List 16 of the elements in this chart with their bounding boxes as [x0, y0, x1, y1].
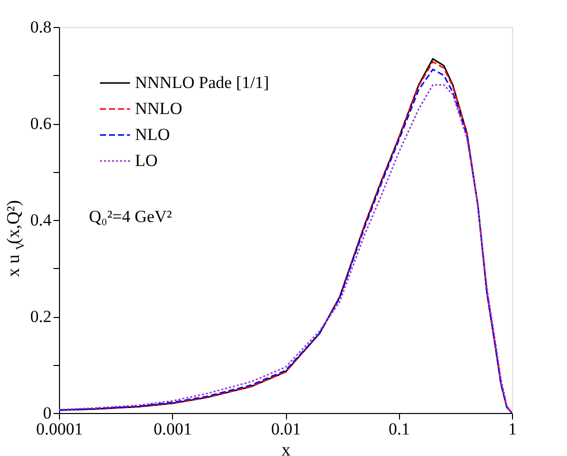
- y-tick-label: 0.2: [30, 307, 52, 326]
- x-tick-label: 1: [508, 420, 517, 438]
- legend-label: NNLO: [135, 99, 182, 118]
- x-tick-label: 0.001: [154, 420, 192, 438]
- legend-label: LO: [135, 151, 158, 170]
- x-axis-title: x: [282, 440, 290, 456]
- y-tick-label: 0.8: [30, 18, 52, 36]
- annotation: Q₀²=4 GeV²: [89, 207, 172, 226]
- x-tick-label: 0.0001: [36, 420, 83, 438]
- legend-label: NNNLO Pade [1/1]: [135, 73, 270, 92]
- y-tick-label: 0.6: [30, 114, 52, 133]
- legend-label: NLO: [135, 125, 170, 144]
- x-tick-label: 0.01: [271, 420, 301, 438]
- y-tick-label: 0.4: [30, 210, 52, 230]
- x-tick-label: 0.1: [388, 420, 410, 438]
- y-tick-label: 0: [43, 404, 52, 422]
